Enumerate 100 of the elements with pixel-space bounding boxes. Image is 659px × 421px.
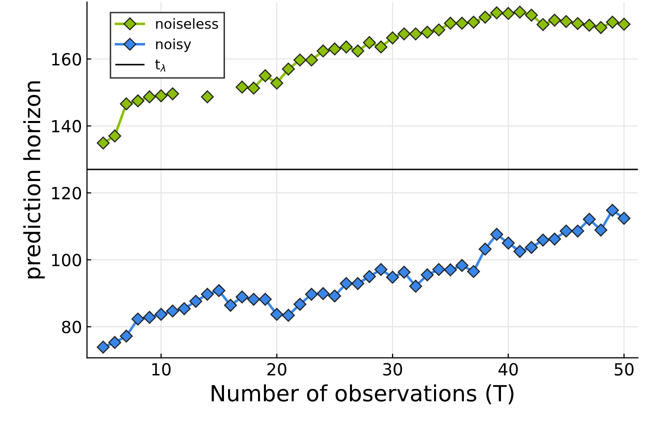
- point: [618, 18, 630, 31]
- point: [131, 312, 144, 326]
- point: [351, 277, 364, 290]
- point: [502, 236, 515, 250]
- point: [536, 18, 550, 31]
- point: [398, 266, 411, 279]
- y-axis-title: prediction horizon: [23, 81, 45, 278]
- x-tick-label: 50: [614, 363, 634, 376]
- point: [502, 7, 515, 20]
- point: [362, 270, 376, 283]
- y-tick-label: 100: [52, 254, 82, 266]
- point: [606, 16, 619, 29]
- point: [247, 292, 260, 306]
- point: [362, 36, 376, 50]
- legend-label: noisy: [156, 38, 192, 52]
- point: [478, 242, 492, 256]
- point: [294, 298, 306, 311]
- point: [524, 240, 538, 254]
- point: [189, 294, 202, 308]
- point: [236, 80, 249, 94]
- point: [340, 277, 353, 290]
- point: [374, 263, 388, 276]
- point: [536, 234, 550, 246]
- point: [571, 224, 584, 238]
- point: [120, 97, 133, 110]
- y-tick-label: 120: [52, 186, 82, 200]
- point: [513, 244, 526, 258]
- point: [560, 15, 573, 28]
- point: [305, 288, 318, 301]
- x-tick-label: 30: [383, 363, 402, 376]
- point: [328, 42, 342, 56]
- point: [432, 263, 446, 276]
- point: [200, 90, 214, 104]
- point: [432, 23, 446, 36]
- point: [467, 16, 480, 29]
- point: [258, 69, 272, 82]
- point: [409, 27, 422, 40]
- point: [398, 27, 411, 40]
- point: [316, 44, 330, 58]
- point: [224, 298, 237, 312]
- point: [456, 16, 468, 30]
- point: [606, 204, 619, 217]
- point: [374, 40, 388, 54]
- y-tick-label: 160: [52, 52, 82, 66]
- point: [305, 54, 318, 66]
- point: [444, 263, 457, 276]
- point: [409, 280, 422, 293]
- point: [490, 228, 504, 241]
- point: [420, 26, 434, 39]
- point: [108, 130, 122, 142]
- point: [154, 89, 168, 102]
- y-tick-label: 80: [62, 320, 82, 334]
- point: [548, 14, 562, 27]
- point: [340, 40, 353, 54]
- point: [618, 212, 630, 225]
- legend-label: t$_{λ}$: [155, 60, 166, 72]
- point: [282, 62, 295, 76]
- point: [270, 76, 284, 90]
- point: [143, 310, 156, 324]
- point: [282, 308, 295, 322]
- legend-label: noiseless: [156, 18, 218, 29]
- point: [270, 308, 284, 321]
- point: [154, 308, 168, 321]
- point: [548, 232, 562, 246]
- point: [594, 21, 608, 34]
- point: [582, 212, 596, 226]
- x-axis-title: Number of observations (T): [212, 384, 514, 404]
- point: [582, 18, 596, 32]
- point: [120, 330, 133, 343]
- point: [467, 265, 480, 278]
- point: [294, 54, 306, 66]
- point: [594, 224, 608, 236]
- point: [258, 292, 272, 306]
- y-tick-label: 140: [52, 120, 82, 132]
- point: [166, 304, 180, 318]
- point: [490, 6, 504, 20]
- point: [131, 94, 144, 108]
- point: [524, 8, 538, 22]
- point: [513, 6, 526, 19]
- point: [386, 270, 399, 284]
- point: [143, 90, 156, 104]
- point: [96, 340, 110, 354]
- point: [200, 288, 214, 301]
- point: [571, 17, 584, 30]
- x-tick-label: 40: [498, 363, 518, 376]
- x-tick-label: 20: [267, 363, 286, 376]
- point: [328, 289, 342, 302]
- point: [456, 259, 468, 272]
- point: [478, 10, 492, 24]
- point: [386, 31, 399, 44]
- x-tick-label: 10: [152, 363, 171, 376]
- point: [166, 87, 180, 100]
- point: [560, 224, 573, 238]
- point: [108, 336, 122, 349]
- point: [212, 284, 226, 298]
- point: [444, 16, 457, 30]
- point: [351, 44, 364, 58]
- point: [247, 82, 260, 95]
- point: [316, 287, 330, 300]
- point: [420, 268, 434, 282]
